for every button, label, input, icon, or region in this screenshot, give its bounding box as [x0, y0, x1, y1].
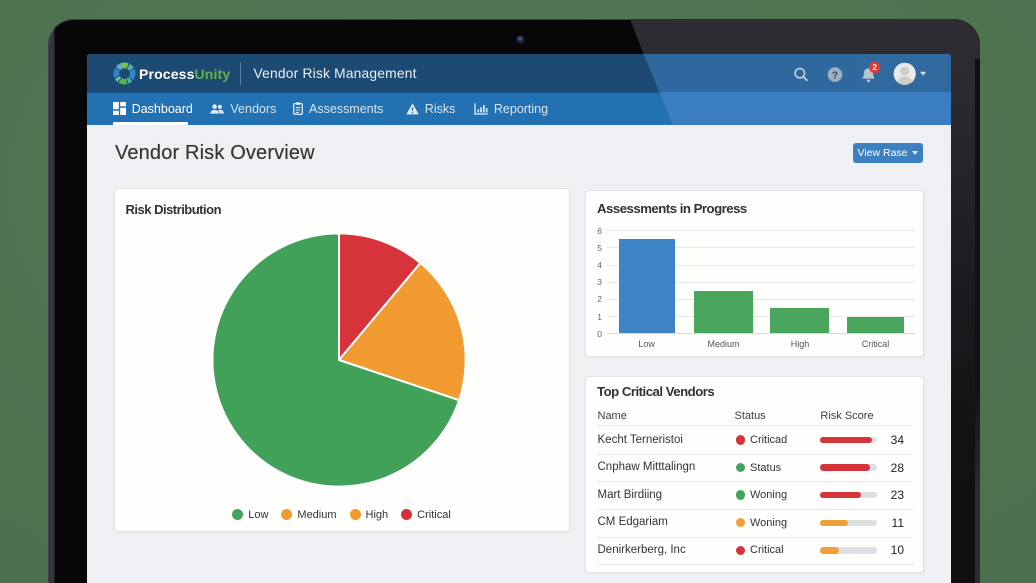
- svg-text:2: 2: [872, 63, 877, 72]
- svg-text:?: ?: [831, 69, 837, 81]
